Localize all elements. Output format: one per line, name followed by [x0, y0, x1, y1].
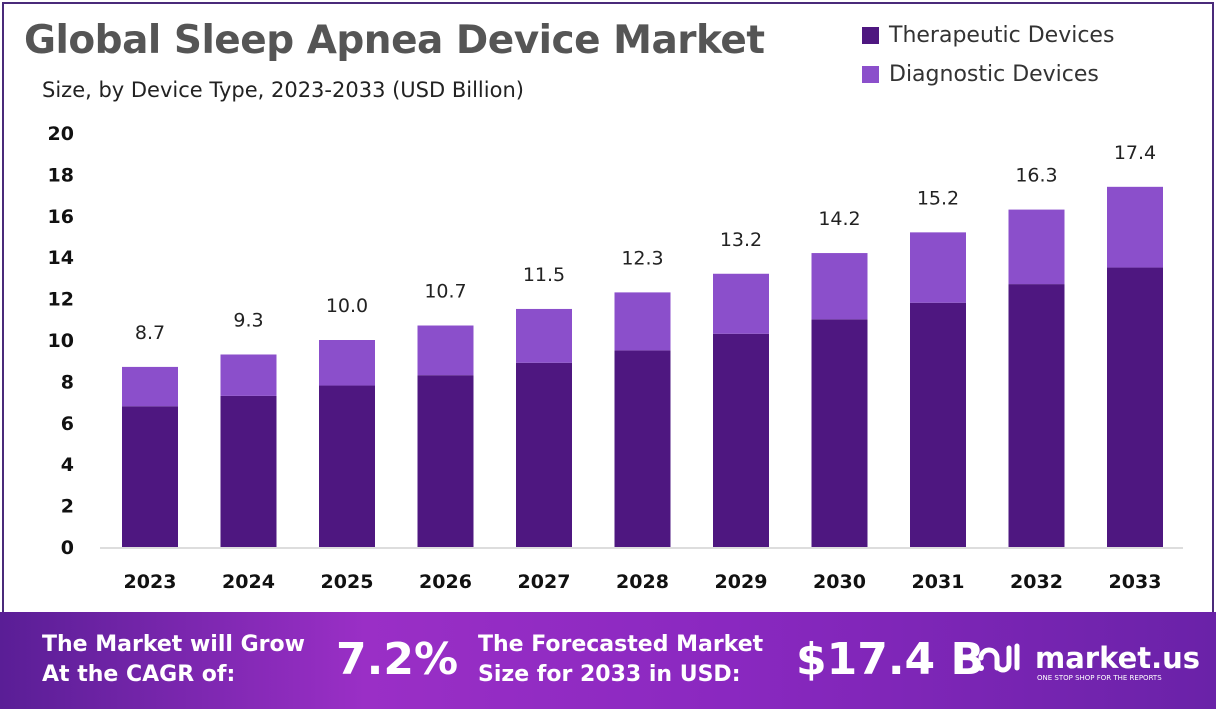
y-tick-label: 2 — [61, 496, 74, 518]
logo-mark-icon — [978, 643, 1020, 673]
x-tick-label: 2031 — [912, 571, 965, 593]
x-tick-label: 2027 — [518, 571, 571, 593]
y-tick-label: 6 — [61, 413, 74, 435]
cagr-value: 7.2% — [336, 634, 459, 685]
bar-chart: 0 2 4 6 8 10 12 14 16 18 20 8.7 2023 9.3 2024 10.0 2025 1… — [48, 123, 1183, 593]
bar-segment — [713, 333, 769, 547]
data-label: 11.5 — [523, 264, 565, 286]
x-tick-label: 2026 — [419, 571, 472, 593]
bar-segment — [319, 340, 375, 386]
bar-segment — [910, 232, 966, 303]
cagr-label-1: The Market will Grow — [42, 632, 305, 657]
y-tick-label: 12 — [48, 289, 74, 311]
summary-banner: The Market will Grow At the CAGR of: 7.2… — [0, 612, 1216, 709]
data-label: 8.7 — [135, 322, 165, 344]
x-tick-label: 2030 — [813, 571, 866, 593]
bar-segment — [122, 406, 178, 547]
bar-segment — [811, 253, 868, 320]
x-tick-label: 2023 — [124, 571, 177, 593]
bar-segment — [1008, 284, 1065, 547]
data-label: 15.2 — [917, 187, 959, 209]
bar-segment — [417, 375, 474, 547]
legend-item-therapeutic: Therapeutic Devices — [862, 23, 1114, 48]
y-tick-label: 20 — [48, 123, 74, 145]
x-tick-label: 2028 — [616, 571, 669, 593]
y-tick-label: 16 — [48, 206, 74, 228]
bar-segment — [910, 302, 966, 547]
cagr-label-2: At the CAGR of: — [42, 662, 236, 687]
data-label: 13.2 — [720, 229, 762, 251]
data-label: 10.7 — [424, 281, 466, 303]
bar-segment — [614, 292, 671, 351]
forecast-label-1: The Forecasted Market — [478, 632, 764, 657]
legend-label: Diagnostic Devices — [889, 62, 1099, 87]
bar-segment — [319, 385, 375, 547]
bar-segment — [811, 319, 868, 547]
data-label: 12.3 — [621, 247, 663, 269]
y-tick-label: 0 — [61, 537, 74, 559]
y-tick-label: 4 — [61, 454, 74, 476]
market-us-logo: market.us ONE STOP SHOP FOR THE REPORTS — [975, 638, 1201, 682]
x-tick-label: 2032 — [1010, 571, 1063, 593]
data-label: 16.3 — [1015, 165, 1057, 187]
bar-segment — [1008, 209, 1065, 285]
logo-tagline: ONE STOP SHOP FOR THE REPORTS — [1037, 674, 1162, 682]
bar-segment — [220, 395, 277, 547]
legend-label: Therapeutic Devices — [889, 23, 1115, 48]
legend-swatch — [862, 66, 879, 83]
forecast-label-2: Size for 2033 in USD: — [478, 662, 741, 687]
y-tick-label: 14 — [48, 247, 74, 269]
bar-segment — [220, 354, 277, 396]
x-tick-label: 2024 — [222, 571, 275, 593]
legend-item-diagnostic: Diagnostic Devices — [862, 62, 1099, 87]
y-tick-label: 10 — [48, 330, 74, 352]
data-label: 17.4 — [1114, 142, 1156, 164]
chart-subtitle: Size, by Device Type, 2023-2033 (USD Bil… — [42, 78, 524, 102]
bar-segment — [1107, 267, 1163, 547]
bar-segment — [1107, 186, 1163, 268]
bar-segment — [614, 350, 671, 547]
bar-segment — [516, 308, 572, 363]
x-tick-label: 2025 — [321, 571, 374, 593]
data-label: 14.2 — [818, 208, 860, 230]
bar-segment — [713, 273, 769, 334]
data-label: 10.0 — [326, 295, 368, 317]
y-tick-label: 18 — [48, 164, 74, 186]
x-tick-label: 2029 — [715, 571, 768, 593]
forecast-value: $17.4 B — [796, 634, 985, 685]
logo-name: market.us — [1035, 641, 1201, 675]
legend-swatch — [862, 27, 879, 44]
bar-segment — [122, 366, 178, 407]
y-tick-label: 8 — [61, 371, 74, 393]
bar-segment — [417, 325, 474, 376]
x-tick-label: 2033 — [1109, 571, 1162, 593]
data-label: 9.3 — [233, 309, 263, 331]
bar-segment — [516, 362, 572, 547]
chart-title: Global Sleep Apnea Device Market — [24, 18, 765, 63]
